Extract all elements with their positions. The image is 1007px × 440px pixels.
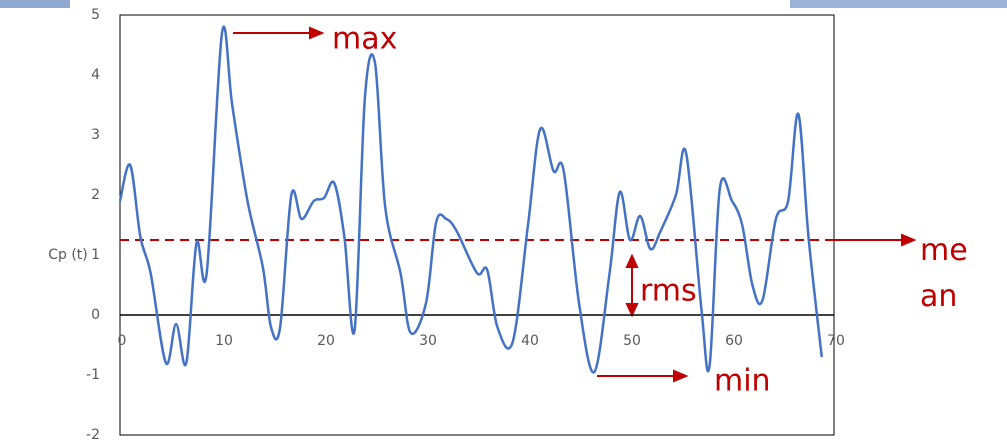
x-tick-label: 0 [118,333,127,349]
arrows [233,26,917,383]
y-tick-label: -1 [86,367,100,383]
y-tick-label: 4 [91,67,100,83]
x-tick-label: 30 [419,333,437,349]
y-tick-label: 5 [91,7,100,23]
max-label: max [332,22,397,57]
y-axis-label: Cp (t) [48,247,88,263]
x-tick-label: 20 [317,333,335,349]
rms-label: rms [640,274,697,309]
data-line [118,25,824,374]
x-tick-label: 60 [725,333,743,349]
image-fragment [0,0,70,8]
y-tick-label: -2 [86,427,100,440]
image-fragment [790,0,1007,8]
y-tick-label: 1 [91,247,100,263]
plot-frame [119,14,835,436]
x-tick-label: 10 [215,333,233,349]
x-tick-label: 70 [827,333,845,349]
y-tick-label: 3 [91,127,100,143]
min-label: min [714,364,771,399]
mean-label: mean [920,233,968,314]
x-tick-label: 50 [623,333,641,349]
y-tick-label: 2 [91,187,100,203]
x-tick-label: 40 [521,333,539,349]
y-tick-label: 0 [91,307,100,323]
